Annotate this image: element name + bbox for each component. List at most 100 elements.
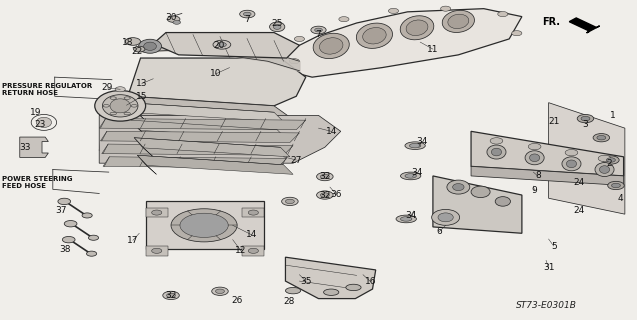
Text: 6: 6 — [436, 227, 442, 236]
Text: 3: 3 — [583, 120, 589, 130]
Ellipse shape — [608, 181, 624, 190]
Ellipse shape — [36, 117, 52, 127]
Ellipse shape — [125, 38, 141, 45]
Polygon shape — [285, 257, 376, 299]
Ellipse shape — [597, 135, 606, 140]
Polygon shape — [138, 155, 157, 174]
Ellipse shape — [82, 213, 92, 218]
Ellipse shape — [441, 6, 451, 11]
Ellipse shape — [405, 142, 426, 149]
Ellipse shape — [491, 148, 501, 156]
Ellipse shape — [453, 184, 464, 191]
Ellipse shape — [471, 186, 490, 197]
Ellipse shape — [432, 209, 460, 225]
Ellipse shape — [180, 213, 228, 237]
Polygon shape — [242, 246, 264, 256]
Text: 24: 24 — [573, 206, 585, 215]
Ellipse shape — [448, 14, 469, 28]
Text: 25: 25 — [271, 19, 283, 28]
Ellipse shape — [269, 22, 285, 32]
Ellipse shape — [285, 287, 301, 294]
Ellipse shape — [320, 174, 329, 179]
Text: 8: 8 — [535, 172, 541, 180]
Ellipse shape — [410, 143, 421, 148]
Ellipse shape — [512, 31, 522, 36]
Text: 13: 13 — [136, 79, 148, 88]
Polygon shape — [131, 120, 287, 139]
Polygon shape — [20, 137, 48, 157]
Text: 32: 32 — [166, 291, 176, 300]
Ellipse shape — [167, 293, 175, 298]
Text: 34: 34 — [405, 211, 417, 220]
Ellipse shape — [442, 10, 475, 32]
Polygon shape — [154, 33, 299, 58]
Polygon shape — [99, 125, 306, 160]
Text: 23: 23 — [34, 120, 46, 130]
Ellipse shape — [565, 149, 578, 156]
Polygon shape — [134, 138, 290, 157]
Polygon shape — [101, 131, 299, 142]
Text: 14: 14 — [326, 127, 337, 136]
Polygon shape — [274, 9, 522, 77]
Ellipse shape — [612, 183, 620, 188]
Ellipse shape — [171, 209, 237, 242]
Ellipse shape — [168, 16, 180, 22]
Polygon shape — [471, 166, 624, 186]
Text: 16: 16 — [365, 277, 376, 286]
Text: 35: 35 — [300, 276, 311, 285]
Text: 32: 32 — [319, 190, 331, 200]
Ellipse shape — [317, 172, 333, 181]
Ellipse shape — [273, 24, 281, 29]
Ellipse shape — [103, 95, 138, 117]
Text: 12: 12 — [235, 246, 247, 255]
Text: 14: 14 — [246, 230, 257, 239]
Ellipse shape — [115, 87, 125, 92]
Ellipse shape — [593, 133, 610, 142]
Ellipse shape — [248, 248, 259, 253]
Ellipse shape — [400, 16, 434, 40]
Ellipse shape — [311, 26, 326, 34]
Ellipse shape — [215, 289, 224, 293]
Ellipse shape — [528, 143, 541, 150]
Text: 22: 22 — [132, 47, 143, 56]
Text: 9: 9 — [532, 186, 538, 195]
Ellipse shape — [243, 12, 251, 16]
Text: 15: 15 — [136, 92, 148, 101]
Ellipse shape — [346, 284, 361, 291]
Ellipse shape — [356, 23, 392, 48]
Text: 19: 19 — [30, 108, 41, 117]
Text: POWER STEERING
FEED HOSE: POWER STEERING FEED HOSE — [2, 176, 73, 189]
Text: 30: 30 — [165, 13, 177, 22]
Text: 31: 31 — [543, 263, 554, 272]
Ellipse shape — [320, 193, 329, 197]
Text: 10: 10 — [210, 69, 221, 78]
Ellipse shape — [282, 197, 298, 205]
Polygon shape — [103, 157, 287, 168]
Ellipse shape — [95, 91, 146, 121]
Ellipse shape — [87, 251, 97, 256]
Text: 17: 17 — [127, 236, 139, 245]
Text: 20: 20 — [213, 41, 224, 51]
Ellipse shape — [152, 248, 162, 253]
Ellipse shape — [529, 154, 540, 162]
Text: 11: 11 — [427, 44, 439, 54]
Ellipse shape — [317, 191, 333, 199]
Ellipse shape — [313, 33, 349, 59]
Ellipse shape — [89, 235, 99, 240]
Polygon shape — [128, 103, 147, 122]
Text: 1: 1 — [610, 111, 616, 120]
Ellipse shape — [339, 17, 349, 22]
Text: 4: 4 — [618, 194, 623, 203]
Ellipse shape — [577, 115, 594, 123]
Ellipse shape — [389, 8, 399, 13]
Ellipse shape — [213, 40, 231, 49]
Text: 26: 26 — [231, 296, 243, 305]
Polygon shape — [433, 176, 522, 233]
Ellipse shape — [144, 42, 157, 50]
Ellipse shape — [599, 166, 610, 173]
Polygon shape — [103, 96, 296, 138]
FancyArrow shape — [569, 18, 599, 33]
Polygon shape — [138, 155, 293, 174]
Ellipse shape — [447, 180, 469, 194]
Ellipse shape — [315, 28, 322, 32]
